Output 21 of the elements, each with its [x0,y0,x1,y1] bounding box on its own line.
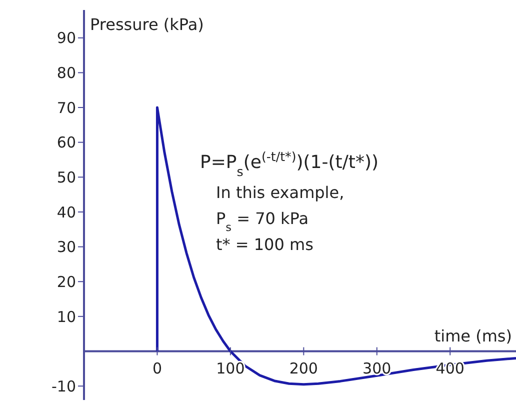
annotation: P=P$_{s}$(e$^{(-t/t*)}$)(1-(t/t*)) [200,148,379,178]
y-tick-label: 20 [56,272,76,291]
y-axis-title: Pressure (kPa) [90,15,204,34]
y-tick-label: 70 [56,98,76,117]
annotation: P$_{s}$ = 70 kPa [216,209,309,234]
y-tick-label: 10 [56,308,76,326]
y-tick-label: -10 [52,377,76,396]
y-tick-label: 60 [56,134,76,152]
y-tick-label: 80 [56,64,76,82]
x-axis-title: time (ms) [434,326,512,346]
annotation: In this example, [216,183,344,202]
x-tick-label: 0 [152,359,162,378]
x-tick-label: 300 [362,359,392,378]
y-tick-label: 40 [56,203,76,222]
y-tick-label: 30 [56,238,76,256]
y-tick-label: 90 [56,29,76,48]
annotation: t* = 100 ms [216,235,314,254]
line-series [156,106,516,386]
x-tick-label: 200 [289,359,318,378]
y-tick-label: 50 [56,168,76,186]
x-tick-label: 100 [216,359,245,378]
